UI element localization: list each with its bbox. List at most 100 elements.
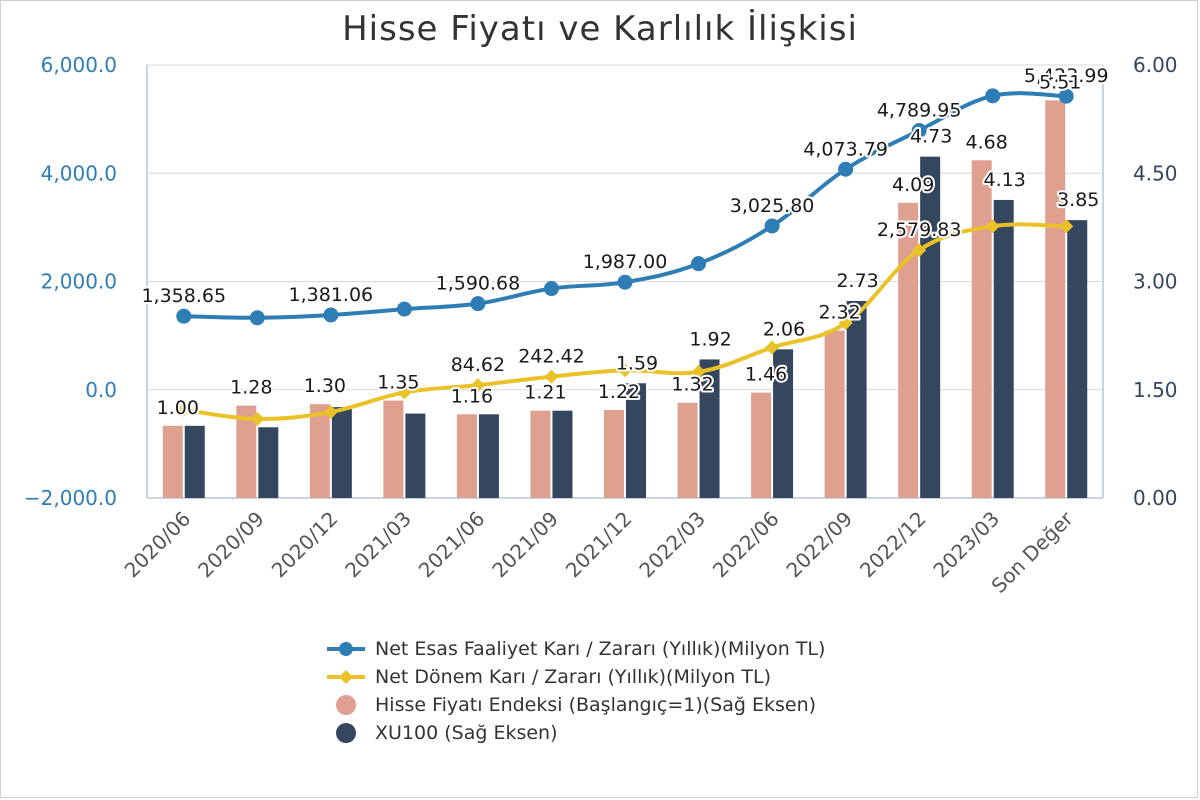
- operating-profit-point: [691, 256, 707, 272]
- xu100-bar: [184, 425, 205, 498]
- operating-profit-point: [1058, 88, 1074, 104]
- price-index-data-label: 4.68: [966, 131, 1008, 153]
- x-axis-tick-label: 2021/12: [561, 507, 637, 583]
- legend-item-price-index[interactable]: Hisse Fiyatı Endeksi (Başlangıç=1)(Sağ E…: [327, 691, 825, 719]
- net-profit-point: [618, 363, 632, 378]
- operating-profit-data-label: 1,381.06: [289, 284, 374, 306]
- chart-title: Hisse Fiyatı ve Karlılık İlişkisi: [342, 9, 858, 49]
- x-axis-tick-label: 2020/09: [193, 507, 269, 583]
- legend-line-diamond-icon: [327, 667, 365, 687]
- left-axis-tick-label: −2,000.0: [24, 486, 117, 510]
- xu100-bar: [993, 199, 1014, 498]
- xu100-bar: [699, 359, 720, 498]
- right-axis-tick-label: 4.50: [1133, 161, 1178, 185]
- net-profit-point: [912, 243, 927, 258]
- grid-lines: [146, 64, 1104, 499]
- operating-profit-data-label: 1,590.68: [436, 273, 521, 295]
- price-index-bar: [383, 400, 404, 498]
- price-index-bar: [162, 425, 183, 498]
- xu100-data-label: 4.13: [984, 169, 1026, 191]
- operating-profit-point: [470, 296, 486, 312]
- xu100-bar: [920, 156, 941, 498]
- price-index-data-label: 1.30: [304, 375, 346, 397]
- legend-circle-salmon-icon: [327, 695, 365, 715]
- legend-item-operating-profit[interactable]: Net Esas Faaliyet Karı / Zararı (Yıllık)…: [327, 635, 825, 663]
- operating-profit-point: [617, 274, 633, 290]
- legend-label: XU100 (Sağ Eksen): [375, 722, 558, 744]
- price-index-data-label: 5.51: [1039, 71, 1081, 93]
- xu100-bar: [626, 383, 646, 498]
- x-axis-ticks: 2020/062020/092020/122021/032021/062021/…: [120, 506, 1079, 598]
- data-labels-layer: 1,358.65 1,381.06 1,590.68 1,987.00 3,025.80…: [139, 63, 1110, 421]
- net-profit-point: [544, 369, 559, 384]
- x-axis-tick-label: 2020/12: [267, 507, 343, 583]
- net-profit-point: [397, 385, 412, 400]
- price-index-bar: [971, 160, 992, 498]
- legend-label: Hisse Fiyatı Endeksi (Başlangıç=1)(Sağ E…: [375, 694, 817, 716]
- price-index-bar: [824, 330, 845, 498]
- xu100-data-label: 2.06: [763, 318, 805, 340]
- operating-profit-data-label: 5,423.99: [1024, 65, 1109, 87]
- xu100-bar: [552, 410, 573, 498]
- operating-profit-data-label: 4,073.79: [803, 138, 888, 160]
- left-axis-ticks: −2,000.0 0.0 2,000.0 4,000.0 6,000.0: [24, 53, 117, 510]
- right-axis-tick-label: 0.00: [1133, 486, 1178, 510]
- price-index-bar: [604, 409, 624, 498]
- net-profit-data-label: 2,579.83: [877, 219, 962, 241]
- x-axis-tick-label: 2020/06: [120, 507, 196, 583]
- net-profit-point: [691, 364, 706, 379]
- price-index-bar: [530, 410, 551, 498]
- operating-profit-point: [838, 161, 854, 177]
- operating-profit-point: [176, 308, 192, 324]
- xu100-bar: [1067, 220, 1088, 499]
- bars-layer: [162, 100, 1088, 499]
- combo-chart: Hisse Fiyatı ve Karlılık İlişkisi −2,000…: [24, 9, 1178, 598]
- xu100-bar: [258, 427, 279, 498]
- legend-circle-navy-icon: [327, 723, 365, 743]
- operating-profit-point: [249, 310, 265, 326]
- operating-profit-point: [323, 307, 339, 323]
- xu100-bar: [773, 349, 794, 498]
- x-axis-tick-label: 2021/09: [487, 507, 563, 583]
- xu100-data-label: 2.73: [836, 270, 878, 292]
- price-index-bar: [236, 405, 257, 498]
- net-profit-data-label: 242.42: [518, 346, 584, 368]
- price-index-bar: [677, 402, 698, 498]
- x-axis-tick-label: 2023/03: [929, 507, 1005, 583]
- legend-item-net-profit[interactable]: Net Dönem Karı / Zararı (Yıllık)(Milyon …: [327, 663, 825, 691]
- price-index-data-label: 1.21: [524, 382, 566, 404]
- legend-item-xu100[interactable]: XU100 (Sağ Eksen): [327, 719, 825, 747]
- price-index-data-label: 1.28: [230, 377, 272, 399]
- x-axis-tick-label: 2022/12: [855, 507, 931, 583]
- operating-profit-point: [985, 88, 1001, 104]
- legend-label: Net Dönem Karı / Zararı (Yıllık)(Milyon …: [375, 666, 771, 688]
- legend-line-circle-icon: [327, 639, 365, 659]
- price-index-data-label: 1.46: [745, 364, 787, 386]
- x-axis-tick-label: 2022/06: [708, 507, 784, 583]
- xu100-bar: [846, 300, 867, 498]
- net-profit-point: [765, 340, 780, 355]
- xu100-bar: [478, 414, 499, 498]
- price-index-bar: [456, 414, 477, 498]
- operating-profit-data-label: 1,987.00: [583, 251, 668, 273]
- x-axis-tick-label: 2022/09: [781, 507, 857, 583]
- operating-profit-point: [396, 301, 412, 317]
- left-axis-tick-label: 2,000.0: [41, 270, 117, 294]
- x-axis-tick-label: 2022/03: [634, 507, 710, 583]
- net-profit-point: [1059, 219, 1074, 234]
- operating-profit-point: [911, 122, 927, 138]
- price-index-data-label: 1.00: [157, 397, 199, 419]
- price-index-data-label: 1.32: [671, 374, 713, 396]
- operating-profit-point: [543, 281, 559, 297]
- x-axis-tick-label: 2021/03: [340, 507, 416, 583]
- xu100-data-label: 3.85: [1057, 189, 1099, 211]
- xu100-data-label: 1.92: [689, 328, 731, 350]
- right-axis-tick-label: 6.00: [1133, 53, 1178, 77]
- operating-profit-data-label: 3,025.80: [730, 195, 815, 217]
- price-index-bar: [751, 392, 772, 498]
- xu100-data-label: 4.73: [910, 126, 952, 148]
- legend-label: Net Esas Faaliyet Karı / Zararı (Yıllık)…: [375, 638, 826, 660]
- xu100-bar: [405, 413, 426, 498]
- operating-profit-data-label: 4,789.95: [877, 99, 962, 121]
- net-profit-point: [176, 402, 191, 417]
